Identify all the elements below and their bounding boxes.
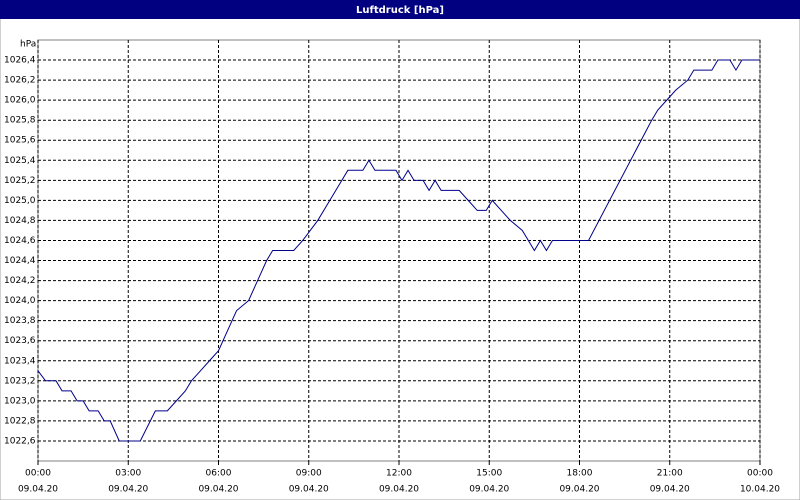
y-tick-label: 1024,2 xyxy=(4,276,36,286)
y-tick-label: 1023,0 xyxy=(4,396,36,406)
y-tick-label: 1026,4 xyxy=(4,56,36,66)
x-tick-label: 03:00 xyxy=(115,469,141,479)
x-tick-date: 09.04.20 xyxy=(379,485,419,495)
y-tick-label: 1023,4 xyxy=(4,356,36,366)
y-tick-label: 1023,2 xyxy=(4,376,36,386)
y-tick-label: 1024,6 xyxy=(4,236,36,246)
x-tick-label: 00:00 xyxy=(25,469,51,479)
x-tick-date: 09.04.20 xyxy=(289,485,329,495)
y-axis-label: hPa xyxy=(20,40,36,50)
x-tick-label: 12:00 xyxy=(386,469,412,479)
y-tick-label: 1026,2 xyxy=(4,76,36,86)
y-tick-label: 1024,4 xyxy=(4,256,36,266)
x-tick-label: 06:00 xyxy=(206,469,232,479)
x-tick-date: 10.04.20 xyxy=(740,485,780,495)
x-tick-date: 09.04.20 xyxy=(198,485,238,495)
y-tick-label: 1025,4 xyxy=(4,156,36,166)
y-tick-label: 1024,8 xyxy=(4,216,36,226)
x-tick-date: 09.04.20 xyxy=(108,485,148,495)
y-tick-label: 1022,8 xyxy=(4,416,36,426)
x-tick-label: 09:00 xyxy=(296,469,322,479)
x-tick-date: 09.04.20 xyxy=(559,485,599,495)
x-tick-label: 18:00 xyxy=(567,469,593,479)
y-tick-label: 1026,0 xyxy=(4,96,36,106)
y-tick-label: 1025,2 xyxy=(4,176,36,186)
y-tick-label: 1022,6 xyxy=(4,436,36,446)
y-tick-label: 1025,8 xyxy=(4,116,36,126)
y-tick-label: 1024,0 xyxy=(4,296,36,306)
y-tick-label: 1023,8 xyxy=(4,316,36,326)
chart-title: Luftdruck [hPa] xyxy=(356,5,444,16)
x-tick-date: 09.04.20 xyxy=(650,485,690,495)
title-bar xyxy=(0,0,800,19)
x-tick-label: 21:00 xyxy=(657,469,683,479)
x-tick-label: 00:00 xyxy=(747,469,773,479)
y-tick-label: 1023,6 xyxy=(4,336,36,346)
y-tick-label: 1025,0 xyxy=(4,196,36,206)
line xyxy=(37,59,760,442)
x-tick-date: 09.04.20 xyxy=(469,485,509,495)
x-tick-label: 15:00 xyxy=(476,469,502,479)
x-tick-date: 09.04.20 xyxy=(18,485,58,495)
y-tick-label: 1025,6 xyxy=(4,136,36,146)
